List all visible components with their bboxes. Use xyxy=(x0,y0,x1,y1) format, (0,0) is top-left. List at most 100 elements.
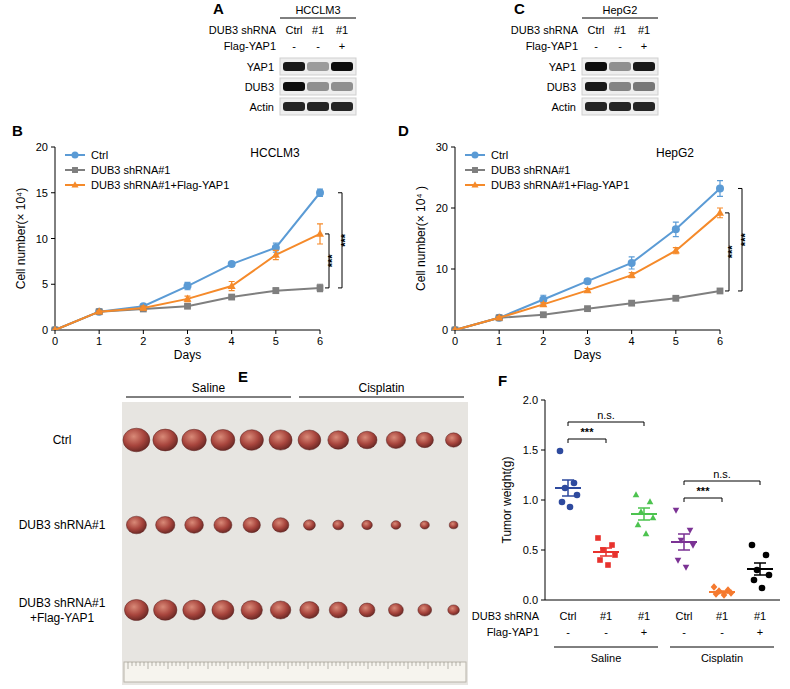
y-axis-title: Cell number(× 10⁴) xyxy=(14,188,28,290)
x-tick xyxy=(99,330,100,334)
point xyxy=(559,499,566,506)
lane-label: - xyxy=(292,40,296,52)
tumor xyxy=(124,599,148,620)
row-label: DUB3 shRNA#1+Flag-YAP1 xyxy=(19,596,106,625)
row-label: Flag-YAP1 xyxy=(487,626,539,638)
lane-label: #1 xyxy=(614,24,626,36)
y-axis xyxy=(455,147,456,330)
panel-letter: A xyxy=(213,0,224,17)
x-tick-label: 4 xyxy=(229,335,235,347)
x-tick-label: 2 xyxy=(540,335,546,347)
band-label: Actin xyxy=(250,101,274,113)
tumor xyxy=(270,601,290,619)
row-label-line: +Flag-YAP1 xyxy=(30,611,94,625)
point xyxy=(672,295,679,302)
legend-label: DUB3 shRNA#1 xyxy=(491,164,570,176)
y-tick xyxy=(541,550,545,551)
bracket xyxy=(684,498,722,502)
point xyxy=(184,303,191,310)
x-tick-label: 0 xyxy=(452,335,458,347)
point xyxy=(605,562,611,568)
row-label-line: DUB3 shRNA#1 xyxy=(19,596,106,610)
flag-label: - xyxy=(720,626,724,638)
point xyxy=(495,313,503,320)
tumor xyxy=(212,600,234,619)
lane-label: - xyxy=(594,40,598,52)
tumor xyxy=(269,430,292,450)
legend-label: DUB3 shRNA#1+Flag-YAP1 xyxy=(491,179,629,191)
x-tick-label: 3 xyxy=(584,335,590,347)
significance: *** xyxy=(581,426,595,438)
tumor xyxy=(183,600,206,620)
legend: CtrlDUB3 shRNA#1DUB3 shRNA#1+Flag-YAP1 xyxy=(465,149,629,191)
x-tick xyxy=(231,330,232,334)
tumor xyxy=(214,517,232,533)
x-tick xyxy=(187,330,188,334)
header-line xyxy=(280,18,356,19)
sem-bar xyxy=(678,534,690,550)
y-tick xyxy=(541,600,545,601)
y-tick xyxy=(541,450,545,451)
x-tick xyxy=(55,330,56,334)
point xyxy=(272,287,279,294)
x-tick-label: 4 xyxy=(629,335,635,347)
point xyxy=(584,305,591,312)
x-tick-label: 0 xyxy=(52,335,58,347)
series-line xyxy=(55,193,320,330)
x-tick-label: 5 xyxy=(673,335,679,347)
point xyxy=(628,300,635,307)
point xyxy=(567,504,574,511)
y-tick xyxy=(541,400,545,401)
sem-bar xyxy=(600,548,612,556)
x-tick xyxy=(587,330,588,334)
x-tick xyxy=(543,330,544,334)
bracket xyxy=(568,439,606,443)
y-axis-title: Cell number(× 10⁴ ) xyxy=(414,186,428,291)
point xyxy=(451,326,459,330)
x-tick xyxy=(143,330,144,334)
legend-label: DUB3 shRNA#1+Flag-YAP1 xyxy=(91,179,229,191)
point xyxy=(595,535,601,541)
x-axis-title: Days xyxy=(174,348,201,362)
blot-strip xyxy=(280,98,356,115)
significance: *** xyxy=(697,485,711,497)
point xyxy=(643,530,650,536)
photo-header: Saline xyxy=(192,381,226,395)
point xyxy=(672,246,680,253)
x-axis xyxy=(545,600,780,601)
x-tick-label: 5 xyxy=(273,335,279,347)
panel-letter: D xyxy=(398,122,409,139)
band-label: DUB3 xyxy=(547,81,576,93)
point xyxy=(139,304,147,311)
y-tick xyxy=(51,238,55,239)
tumor xyxy=(240,430,263,451)
band xyxy=(283,62,305,71)
panel-letter: E xyxy=(238,368,248,385)
cell-line: HepG2 xyxy=(603,4,638,16)
lane-label: #1 xyxy=(638,24,650,36)
point xyxy=(672,225,680,233)
x-tick-label: 2 xyxy=(140,335,146,347)
title: HepG2 xyxy=(656,146,694,160)
y-tick-label: 1.5 xyxy=(523,444,538,456)
significance: *** xyxy=(739,233,751,247)
band xyxy=(585,62,607,71)
error-bar xyxy=(185,282,191,289)
sem-bar xyxy=(562,480,574,496)
y-tick-label: 5 xyxy=(42,278,48,290)
title: HCCLM3 xyxy=(250,146,300,160)
y-tick-label: 20 xyxy=(436,202,448,214)
row-label-line: Ctrl xyxy=(53,433,72,447)
point xyxy=(540,311,547,318)
band xyxy=(609,82,631,91)
flag-label: - xyxy=(566,626,570,638)
legend-label: DUB3 shRNA#1 xyxy=(91,164,170,176)
band xyxy=(307,102,329,111)
tumor xyxy=(272,518,289,533)
tumor xyxy=(386,432,405,449)
point xyxy=(96,308,103,315)
point xyxy=(597,557,603,563)
flag-label: + xyxy=(757,626,763,638)
error-bar xyxy=(273,250,279,259)
category-label: #1 xyxy=(754,610,766,622)
